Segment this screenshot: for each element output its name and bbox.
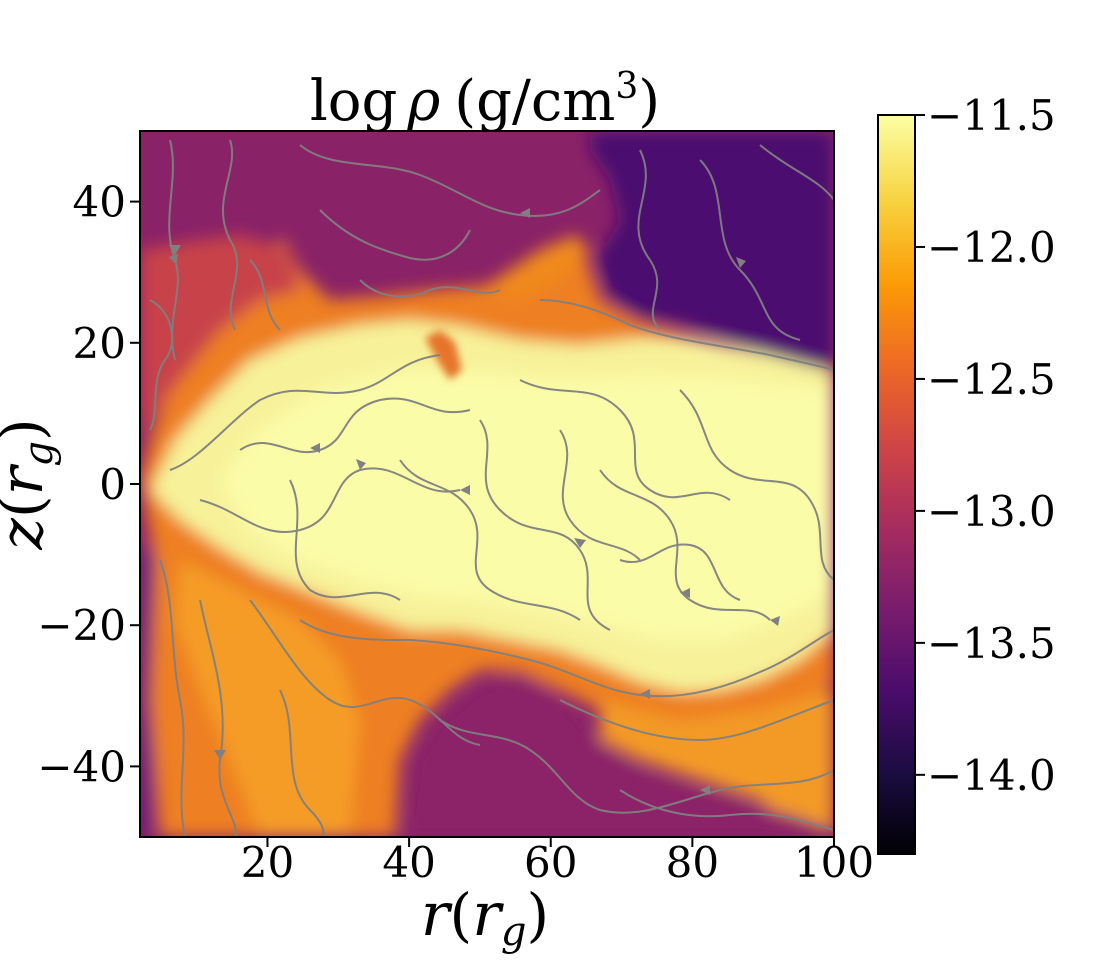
y-tick-label: −20: [37, 601, 126, 650]
colorbar-tick-label: −12.0: [927, 223, 1056, 272]
colorbar-tick-label: −14.0: [927, 751, 1056, 800]
y-tick-label: −40: [37, 742, 126, 791]
y-axis-ticks: 40 20 0 −20 −40: [37, 178, 140, 791]
colorbar-ticks: −11.5 −12.0 −12.5 −13.0 −13.5 −14.0: [915, 91, 1056, 800]
y-tick-label: 20: [73, 319, 126, 368]
x-tick-label: 60: [524, 838, 577, 887]
y-axis-label: z(rg): [0, 418, 62, 550]
x-axis-label: r(rg): [421, 880, 549, 955]
colorbar: [877, 114, 916, 855]
colorbar-tick-label: −11.5: [927, 91, 1056, 140]
x-tick-label: 40: [382, 838, 435, 887]
x-tick-label: 80: [666, 838, 719, 887]
colorbar-tick-label: −12.5: [927, 355, 1056, 404]
colorbar-tick-label: −13.0: [927, 487, 1056, 536]
streamline-arrows: [169, 208, 780, 795]
x-tick-label: 100: [794, 838, 874, 887]
y-tick-label: 40: [73, 178, 126, 227]
x-tick-label: 20: [241, 838, 294, 887]
density-heatmap: [140, 131, 834, 837]
colorbar-tick-label: −13.5: [927, 619, 1056, 668]
x-axis-ticks: 20 40 60 80 100: [241, 837, 874, 887]
streamlines: [149, 139, 834, 837]
chart-title: log ρ (g/cm3): [310, 66, 660, 134]
y-tick-label: 0: [99, 460, 126, 509]
